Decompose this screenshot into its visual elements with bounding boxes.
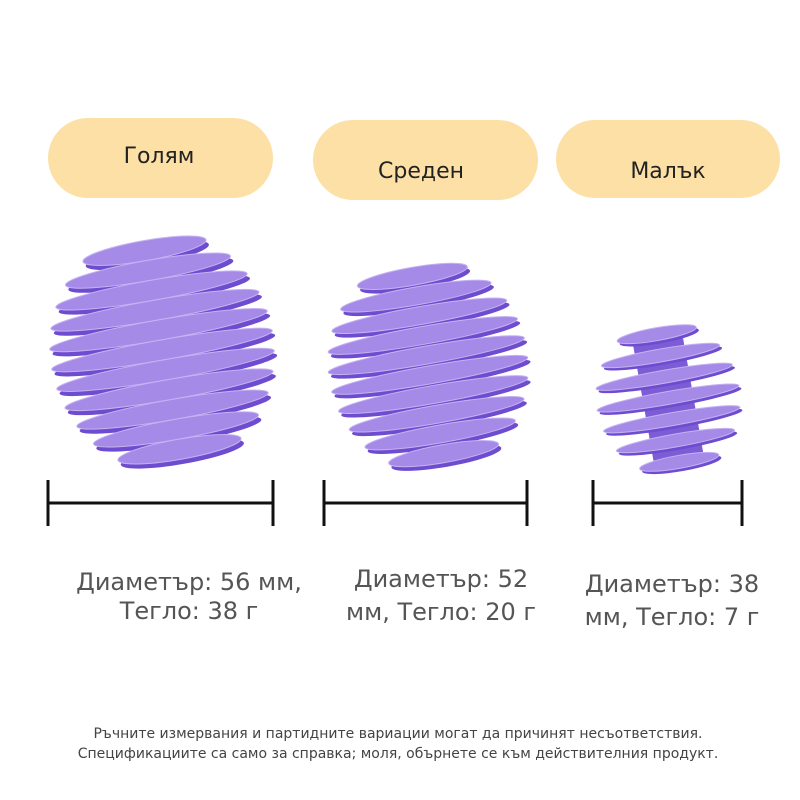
balls <box>49 235 743 475</box>
ball-disc <box>348 395 525 433</box>
ball-disc <box>595 362 733 391</box>
ball-disc <box>616 324 697 345</box>
ball-disc <box>600 342 721 369</box>
ball-disc <box>331 297 508 335</box>
spec-line: Диаметър: 52 <box>354 565 528 593</box>
ball-disc <box>388 439 500 468</box>
ball-disc <box>338 375 529 414</box>
size-label: Среден <box>378 159 464 184</box>
ball-disc <box>364 417 516 451</box>
footnote: Ръчните измервания и партидните вариации… <box>93 726 702 742</box>
ball-disc <box>327 316 518 355</box>
spec-line: мм, Тегло: 7 г <box>585 603 760 631</box>
ball-disc <box>603 405 741 434</box>
ball-disc <box>615 427 736 454</box>
ball <box>327 262 531 471</box>
spec-line: Тегло: 38 г <box>119 597 259 625</box>
ball-disc <box>340 279 492 313</box>
spec-line: Диаметър: 38 <box>585 570 759 598</box>
ball-disc <box>327 335 525 376</box>
size-pill <box>313 120 538 200</box>
footnote: Спецификациите са само за справка; моля,… <box>78 746 719 762</box>
size-pill <box>556 120 780 198</box>
size-label: Малък <box>630 159 705 184</box>
ball-disc <box>356 262 468 291</box>
ball-disc <box>596 383 740 413</box>
ball-disc <box>331 354 529 395</box>
ball <box>595 324 743 475</box>
size-pill <box>48 118 273 198</box>
spec-line: мм, Тегло: 20 г <box>346 598 536 626</box>
size-bars <box>46 480 744 526</box>
ball <box>49 235 278 469</box>
ball-disc <box>639 451 720 472</box>
ball-disc <box>117 434 242 465</box>
spec-line: Диаметър: 56 мм, <box>76 568 302 596</box>
size-label: Голям <box>124 144 195 169</box>
